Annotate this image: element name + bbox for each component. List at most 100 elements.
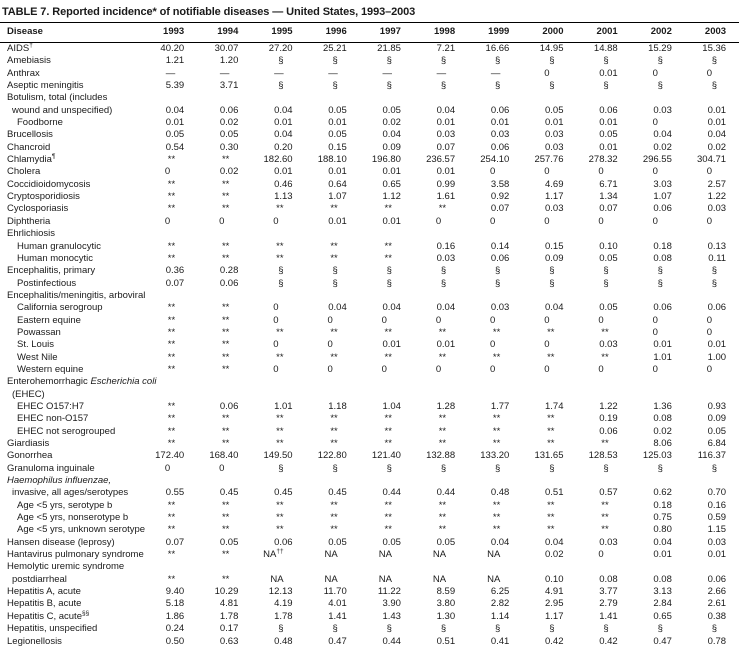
value-cell: NA xyxy=(487,573,501,585)
disease-label: Age <5 yrs, serotype b xyxy=(17,499,113,511)
disease-label: Gonorrhea xyxy=(7,450,53,462)
value-cell: § xyxy=(711,462,718,474)
value-cell: § xyxy=(603,462,609,474)
disease-label: Chancroid xyxy=(7,141,51,153)
value-cell: 0.01 xyxy=(599,141,618,153)
value-cell: 0.17 xyxy=(219,623,239,635)
value-cell: 0 xyxy=(490,314,496,326)
disease-label: Giardiasis xyxy=(7,438,50,449)
value-cell: ** xyxy=(221,178,230,190)
value-cell: 4.81 xyxy=(219,598,239,610)
value-cell: 116.37 xyxy=(697,450,727,462)
value-cell: § xyxy=(603,265,609,277)
value-cell: ** xyxy=(492,512,501,524)
value-cell: 0.06 xyxy=(219,104,239,116)
value-cell: 0.47 xyxy=(653,635,672,647)
value-cell: 0.03 xyxy=(490,129,510,141)
value-cell: 0 xyxy=(435,363,442,375)
value-cell: 0.46 xyxy=(274,178,293,190)
value-cell: 0.04 xyxy=(436,302,456,314)
value-cell: 0.07 xyxy=(599,203,618,215)
value-cell: ** xyxy=(276,499,284,511)
value-cell: ** xyxy=(384,203,392,215)
value-cell: NA xyxy=(432,573,447,585)
value-cell: 0 xyxy=(544,67,550,79)
value-cell: 3.58 xyxy=(490,178,510,190)
value-cell: 0.09 xyxy=(382,141,401,153)
value-cell: 0.62 xyxy=(653,487,672,499)
value-cell: 149.50 xyxy=(263,450,293,462)
value-cell: ** xyxy=(276,438,284,449)
value-cell: 0.41 xyxy=(490,635,510,647)
value-cell: 15.36 xyxy=(702,43,727,54)
value-cell: 4.91 xyxy=(545,586,564,598)
value-cell: 0.03 xyxy=(545,141,564,153)
value-cell: 182.60 xyxy=(263,154,293,166)
table-row: AIDS† 40.20 30.07 27.20 25.21 21.85 7.21 16.66 1… xyxy=(0,42,739,55)
value-cell: 0 xyxy=(273,215,279,227)
value-cell: 0 xyxy=(652,326,658,338)
value-cell: NA xyxy=(324,573,338,585)
value-cell: 0.05 xyxy=(328,536,347,548)
value-cell: ** xyxy=(492,326,501,338)
value-cell: ** xyxy=(221,154,230,166)
value-cell: ** xyxy=(438,524,447,536)
value-cell: 0.44 xyxy=(382,635,401,647)
value-cell: 0.63 xyxy=(219,635,239,647)
value-cell: 0.05 xyxy=(382,536,401,548)
table-row: St. Louis ** ** 0 0 0.01 0.01 0 0 0.03 0.01 0.01 xyxy=(0,339,739,351)
value-cell: 0.99 xyxy=(436,178,456,190)
value-cell: § xyxy=(278,277,284,289)
value-cell: 8.59 xyxy=(436,586,456,598)
disease-label: Hepatitis, unspecified xyxy=(7,623,98,635)
disease-label: Cyclosporiasis xyxy=(7,203,69,215)
value-cell: 0.02 xyxy=(653,141,672,153)
value-cell: ** xyxy=(601,512,609,524)
value-cell: 0.64 xyxy=(328,178,347,190)
value-cell: 0.03 xyxy=(599,339,618,351)
value-cell: ** xyxy=(330,413,338,425)
value-cell: 0.38 xyxy=(707,610,727,622)
value-cell: § xyxy=(332,623,338,635)
value-cell: 30.07 xyxy=(214,43,239,54)
value-cell: 0.55 xyxy=(165,487,185,499)
value-cell: 0.06 xyxy=(707,302,727,314)
disease-label: Foodborne xyxy=(17,117,63,129)
value-cell: 0.03 xyxy=(599,536,618,548)
value-cell: 0.02 xyxy=(653,425,672,437)
disease-label: Age <5 yrs, unknown serotype xyxy=(17,524,146,536)
value-cell: ** xyxy=(221,524,230,536)
value-cell: 2.57 xyxy=(707,178,727,190)
value-cell: 0.03 xyxy=(545,129,564,141)
value-cell: 0 xyxy=(706,67,713,79)
value-cell: ** xyxy=(276,524,284,536)
value-cell: ** xyxy=(438,351,447,363)
value-cell: ** xyxy=(221,252,230,264)
value-cell: 0.01 xyxy=(328,215,347,227)
table-row: Cyclosporiasis ** ** ** ** ** ** 0.07 0.03 0.07 0.… xyxy=(0,203,739,215)
value-cell: 0.65 xyxy=(382,178,401,190)
table-row: Hepatitis A, acute 9.40 10.29 12.13 11.70 11.… xyxy=(0,586,739,598)
value-cell: 0 xyxy=(327,339,333,351)
value-cell: 11.70 xyxy=(323,586,347,598)
value-cell: 0.04 xyxy=(490,536,510,548)
table-body: AIDS† 40.20 30.07 27.20 25.21 21.85 7.21 16.66 1… xyxy=(0,42,739,648)
value-cell: 1.17 xyxy=(545,191,564,203)
value-cell: ** xyxy=(221,240,230,252)
table-row: Age <5 yrs, serotype b ** ** ** ** ** ** ** ** **… xyxy=(0,500,739,512)
value-cell: 132.88 xyxy=(426,450,456,462)
value-cell: 0.01 xyxy=(382,215,401,227)
disease-label: Powassan xyxy=(17,326,61,338)
value-cell: 0.01 xyxy=(328,166,347,178)
value-cell: 0.20 xyxy=(274,141,293,153)
column-header-year: 1998 xyxy=(433,26,456,38)
value-cell: 0 xyxy=(273,339,279,351)
disease-label: Hepatitis C, acute§§ xyxy=(7,609,90,622)
table-row: Cryptosporidiosis ** ** 1.13 1.07 1.12 1.61 0.9… xyxy=(0,191,739,203)
value-cell: 2.61 xyxy=(707,598,727,610)
value-cell: 1.13 xyxy=(274,191,293,203)
value-cell: § xyxy=(440,80,447,92)
value-cell: § xyxy=(711,55,718,67)
value-cell: 0 xyxy=(544,166,550,178)
value-cell: — xyxy=(219,67,230,79)
